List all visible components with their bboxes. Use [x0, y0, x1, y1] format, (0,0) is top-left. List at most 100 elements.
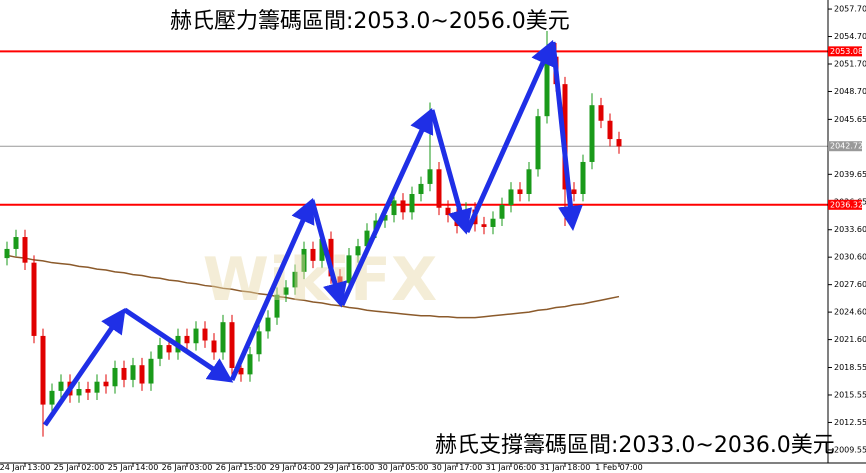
candle-body: [22, 237, 28, 263]
y-tick-label: 2012.55: [834, 418, 866, 427]
arrow: [429, 109, 473, 235]
trend-arrows: [42, 39, 583, 427]
x-tick-label: 31 Jan 06:00: [486, 463, 537, 472]
candle-body: [436, 169, 442, 208]
candle-body: [535, 116, 541, 170]
arrow: [339, 107, 434, 307]
candle-body: [598, 105, 604, 121]
watermark: WikiFX: [203, 245, 437, 315]
level-label: 2042.72: [830, 142, 863, 151]
candle-body: [328, 238, 334, 277]
candle-body: [31, 262, 37, 336]
candle-body: [85, 389, 91, 393]
y-tick-label: 2057.70: [834, 5, 866, 14]
x-tick-label: 30 Jan 05:00: [378, 463, 429, 472]
arrow: [42, 307, 126, 427]
candle-body: [274, 294, 280, 318]
candle-body: [454, 215, 460, 227]
candle-body: [310, 248, 316, 261]
candle-body: [4, 248, 10, 259]
y-tick-label: 2033.60: [834, 225, 866, 234]
candle-body: [490, 218, 496, 227]
y-tick-label: 2024.60: [834, 308, 866, 317]
candle-body: [193, 328, 199, 344]
y-tick-label: 2054.70: [834, 32, 866, 41]
y-tick-label: 2045.65: [834, 115, 866, 124]
candle-body: [517, 189, 523, 195]
candle-body: [391, 200, 397, 216]
candle-body: [346, 255, 352, 283]
candle-body: [589, 105, 595, 162]
candle-body: [112, 367, 118, 387]
annotation: 赫氏支撐籌碼區間:2033.0~2036.0美元: [435, 433, 835, 458]
candle-body: [229, 322, 235, 368]
candle-body: [184, 335, 190, 344]
candle-body: [130, 365, 136, 380]
candle-body: [265, 317, 271, 332]
candle-body: [481, 224, 487, 227]
x-tick-label: 29 Jan 16:00: [324, 463, 375, 472]
candle-body: [418, 183, 424, 195]
candle-body: [319, 238, 325, 261]
candle-body: [49, 390, 55, 405]
candle-body: [607, 120, 613, 140]
candle-body: [103, 381, 109, 387]
y-tick-label: 2030.60: [834, 253, 866, 262]
y-tick-label: 2009.55: [834, 445, 866, 454]
candle-body: [157, 345, 163, 359]
candle-body: [427, 169, 433, 184]
candle-body: [283, 287, 289, 295]
candle-body: [364, 230, 370, 247]
candle-body: [58, 381, 64, 391]
y-tick-label: 2048.70: [834, 87, 866, 96]
y-tick-label: 2018.55: [834, 363, 866, 372]
x-tick-label: 26 Jan 03:00: [162, 463, 213, 472]
candle-body: [40, 335, 46, 405]
y-tick-label: 2039.65: [834, 170, 866, 179]
level-label: 2036.32: [830, 200, 863, 209]
candle-body: [526, 169, 532, 195]
candle-body: [508, 189, 514, 205]
level-label-box: [828, 46, 862, 57]
candle-body: [256, 331, 262, 355]
x-tick-label: 29 Jan 04:00: [270, 463, 321, 472]
candle-body: [571, 189, 577, 195]
x-tick-label: 1 Feb 07:00: [595, 463, 642, 472]
moving-average: [6, 254, 620, 319]
y-tick-label: 2051.70: [834, 59, 866, 68]
candle-body: [76, 389, 82, 396]
candle-body: [238, 367, 244, 375]
candle-body: [409, 194, 415, 213]
level-label: 2053.08: [830, 47, 863, 56]
candle-body: [580, 161, 586, 195]
candle-body: [445, 207, 451, 216]
candle-body: [247, 354, 253, 375]
candle-body: [166, 345, 172, 353]
candle-body: [94, 381, 100, 393]
candle-body: [139, 365, 145, 384]
candle-body: [220, 322, 226, 353]
candle-body: [544, 56, 550, 117]
x-tick-label: 26 Jan 15:00: [216, 463, 267, 472]
candle-body: [499, 204, 505, 219]
x-tick-label: 24 Jan 13:00: [0, 463, 50, 472]
annotation: 赫氏壓力籌碼區間:2053.0~2056.0美元: [170, 9, 570, 34]
y-tick-label: 2015.55: [834, 390, 866, 399]
level-label-box: [828, 199, 862, 210]
arrow: [229, 197, 315, 382]
x-tick-label: 25 Jan 02:00: [54, 463, 105, 472]
candle-body: [301, 248, 307, 272]
arrow: [309, 199, 348, 308]
x-tick-label: 31 Jan 18:00: [540, 463, 591, 472]
level-label-box: [828, 141, 862, 152]
candle-body: [400, 200, 406, 213]
arrow: [123, 307, 234, 383]
x-tick-label: 30 Jan 17:00: [432, 463, 483, 472]
candle-body: [382, 215, 388, 221]
y-tick-label: 2027.60: [834, 280, 866, 289]
candle-body: [121, 367, 127, 380]
candle-body: [148, 358, 154, 384]
candle-body: [616, 139, 622, 147]
candle-body: [202, 328, 208, 341]
